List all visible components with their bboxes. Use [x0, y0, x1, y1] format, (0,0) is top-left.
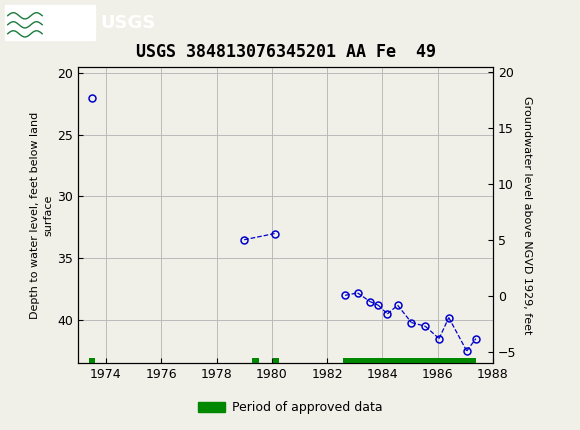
Y-axis label: Depth to water level, feet below land
surface: Depth to water level, feet below land su… — [30, 111, 53, 319]
Bar — [89, 358, 96, 363]
Title: USGS 384813076345201 AA Fe  49: USGS 384813076345201 AA Fe 49 — [136, 43, 436, 61]
Y-axis label: Groundwater level above NGVD 1929, feet: Groundwater level above NGVD 1929, feet — [522, 96, 532, 334]
FancyBboxPatch shape — [5, 5, 95, 40]
Legend: Period of approved data: Period of approved data — [193, 396, 387, 419]
Text: USGS: USGS — [100, 14, 155, 31]
Bar — [252, 358, 259, 363]
Bar — [273, 358, 279, 363]
Bar — [343, 358, 476, 363]
